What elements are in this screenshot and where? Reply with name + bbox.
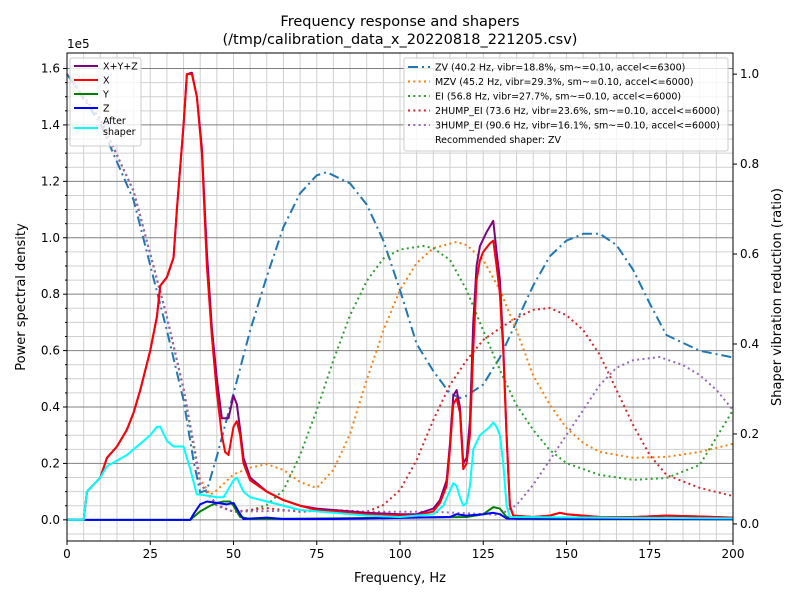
x-tick-label: 125 [472, 547, 495, 561]
y2-tick-label: 1.0 [740, 67, 759, 81]
y-offset-text: 1e5 [67, 37, 90, 51]
x-tick-label: 100 [389, 547, 412, 561]
y2-axis-label: Shaper vibration reduction (ratio) [770, 188, 785, 406]
y-tick-label: 0.0 [41, 513, 60, 527]
ticks: 0 25 50 75 100 125 150 175 200 0.0 0.2 0.4 0.6 0.8 1.0… [41, 62, 759, 561]
y-tick-label: 0.2 [41, 456, 60, 470]
shaper-curve-2 [66, 73, 734, 513]
x-tick-label: 0 [63, 547, 71, 561]
x-axis-label: Frequency, Hz [354, 571, 446, 586]
y-tick-label: 0.6 [41, 344, 60, 358]
shaper-legend: ZV (40.2 Hz, vibr=18.8%, sm~=0.10, accel… [403, 57, 729, 152]
series-layer [66, 71, 734, 521]
psd-curve-4 [67, 421, 734, 521]
legend-label: shaper [103, 127, 136, 138]
legend-label: 3HUMP_EI (90.6 Hz, vibr=16.1%, sm~=0.10,… [435, 121, 720, 132]
y-tick-label: 1.4 [41, 118, 60, 132]
y-tick-label: 1.6 [41, 62, 60, 76]
y-tick-label: 0.4 [41, 400, 60, 414]
legend-label: X [103, 76, 110, 87]
x-tick-label: 200 [722, 547, 745, 561]
y2-tick-label: 0.8 [740, 157, 759, 171]
legend-label: EI (56.8 Hz, vibr=27.7%, sm~=0.10, accel… [435, 92, 681, 103]
x-tick-label: 150 [555, 547, 578, 561]
y2-tick-label: 0.0 [740, 517, 759, 531]
y-tick-label: 1.0 [41, 231, 60, 245]
x-tick-label: 50 [226, 547, 241, 561]
y2-tick-label: 0.4 [740, 337, 759, 351]
legend-label: After [103, 116, 126, 127]
legend-label: Y [102, 90, 109, 101]
psd-curve-2 [67, 500, 734, 521]
recommended-shaper-label: Recommended shaper: ZV [435, 135, 561, 146]
shaper-curve-0 [66, 73, 734, 494]
legend-label: Z [103, 104, 110, 115]
chart-subtitle: (/tmp/calibration_data_x_20220818_221205… [223, 32, 578, 48]
y-tick-label: 1.2 [41, 174, 60, 188]
legend-label: ZV (40.2 Hz, vibr=18.8%, sm~=0.10, accel… [435, 63, 685, 74]
legend-label: 2HUMP_EI (73.6 Hz, vibr=23.6%, sm~=0.10,… [435, 106, 720, 117]
legend-label: X+Y+Z [103, 62, 138, 73]
y-tick-label: 0.8 [41, 287, 60, 301]
x-tick-label: 175 [638, 547, 661, 561]
chart-title: Frequency response and shapers [280, 14, 519, 30]
x-tick-label: 75 [309, 547, 324, 561]
y2-tick-label: 0.6 [740, 247, 759, 261]
shaper-legend-box [403, 57, 729, 152]
x-tick-label: 25 [143, 547, 158, 561]
shaper-curve-1 [66, 73, 734, 497]
y2-tick-label: 0.2 [740, 427, 759, 441]
psd-curve-1 [67, 73, 734, 521]
y-axis-label: Power spectral density [14, 223, 29, 371]
psd-curve-3 [67, 500, 734, 521]
legend-label: MZV (45.2 Hz, vibr=29.3%, sm~=0.10, acce… [435, 77, 694, 88]
